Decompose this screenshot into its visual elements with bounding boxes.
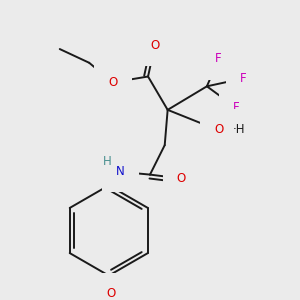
Text: F: F	[215, 52, 222, 65]
Text: N: N	[116, 165, 125, 178]
Text: O: O	[177, 172, 186, 185]
Text: H: H	[103, 155, 111, 168]
Text: F: F	[233, 101, 240, 114]
Text: O: O	[106, 287, 116, 300]
Text: ·H: ·H	[232, 123, 245, 136]
Text: O: O	[214, 123, 223, 136]
Text: O: O	[108, 76, 117, 89]
Text: F: F	[240, 72, 247, 85]
Text: O: O	[150, 39, 160, 52]
